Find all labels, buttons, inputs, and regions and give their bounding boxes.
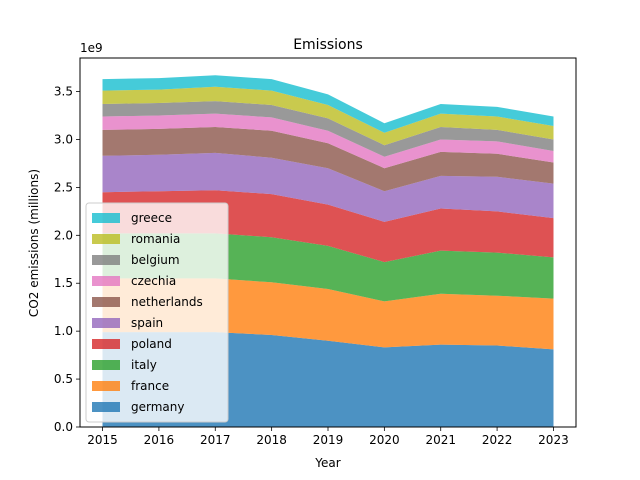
x-tick-label: 2023 [538, 433, 569, 447]
y-axis-label: CO2 emissions (millions) [27, 169, 41, 317]
legend-item-belgium: belgium [92, 253, 180, 267]
legend-swatch [92, 360, 120, 370]
area-spain [102, 152, 554, 222]
y-tick-label: 1.5 [54, 276, 73, 290]
x-tick-label: 2022 [482, 433, 513, 447]
plot-frame [79, 57, 577, 428]
y-tick-label: 0.0 [54, 420, 73, 434]
area-romania [102, 86, 554, 146]
legend-swatch [92, 339, 120, 349]
legend-box [85, 202, 229, 423]
legend-label: romania [131, 232, 180, 246]
legend-label: czechia [131, 274, 176, 288]
x-tick-label: 2018 [256, 433, 287, 447]
y-tick-label: 0.5 [54, 372, 73, 386]
area-greece [102, 75, 554, 133]
legend-item-poland: poland [92, 337, 172, 351]
legend: greece romania belgium czechia netherlands sp… [85, 202, 229, 423]
y-tick-label: 3.0 [54, 132, 73, 146]
chart-title: Emissions [293, 37, 363, 53]
area-czechia [102, 113, 554, 169]
legend-item-czechia: czechia [92, 274, 176, 288]
legend-label: italy [131, 358, 157, 372]
legend-item-germany: germany [92, 400, 184, 414]
legend-label: spain [131, 316, 163, 330]
x-tick-label: 2016 [144, 433, 175, 447]
legend-swatch [92, 318, 120, 328]
area-belgium [102, 101, 554, 157]
x-axis-label: Year [314, 456, 340, 470]
legend-swatch [92, 402, 120, 412]
legend-item-netherlands: netherlands [92, 295, 203, 309]
x-tick-label: 2017 [200, 433, 231, 447]
legend-swatch [92, 276, 120, 286]
y-axis-ticks: 0.0 0.5 1.0 1.5 2.0 2.5 3.0 3.5 [54, 85, 80, 434]
legend-item-spain: spain [92, 316, 163, 330]
legend-swatch [92, 234, 120, 244]
legend-label: belgium [131, 253, 180, 267]
legend-label: greece [131, 211, 172, 225]
legend-item-france: france [92, 379, 169, 393]
legend-swatch [92, 297, 120, 307]
x-tick-label: 2019 [313, 433, 344, 447]
x-axis-ticks: 2015 2016 2017 2018 2019 2020 2021 2022 2023 [87, 427, 569, 447]
legend-swatch [92, 381, 120, 391]
y-tick-label: 2.5 [54, 180, 73, 194]
x-tick-label: 2015 [87, 433, 118, 447]
legend-label: poland [131, 337, 172, 351]
area-netherlands [102, 127, 554, 192]
legend-item-greece: greece [92, 211, 172, 225]
x-tick-label: 2021 [425, 433, 456, 447]
legend-swatch [92, 255, 120, 265]
y-tick-label: 2.0 [54, 228, 73, 242]
legend-label: germany [131, 400, 184, 414]
y-tick-label: 3.5 [54, 85, 73, 99]
legend-label: france [131, 379, 169, 393]
legend-label: netherlands [131, 295, 203, 309]
x-tick-label: 2020 [369, 433, 400, 447]
legend-item-italy: italy [92, 358, 157, 372]
y-tick-label: 1.0 [54, 324, 73, 338]
legend-item-romania: romania [92, 232, 180, 246]
legend-swatch [92, 213, 120, 223]
y-scale-label: 1e9 [80, 41, 103, 55]
